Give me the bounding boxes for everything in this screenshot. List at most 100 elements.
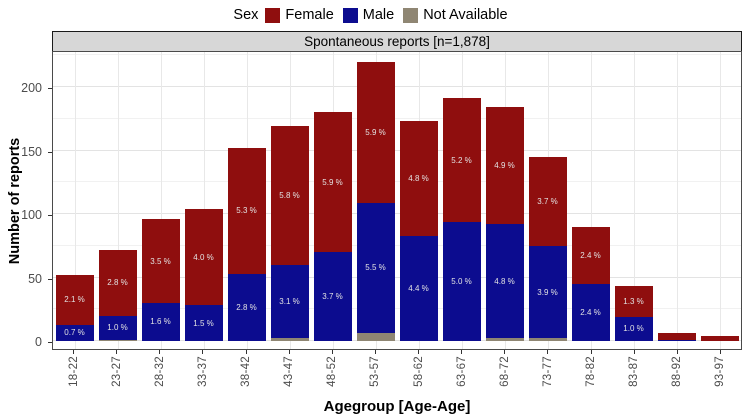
x-tick-mark [245,350,247,354]
x-label-cell: 88-92 [656,356,699,398]
gridline-vertical [203,52,205,349]
bar-88-92 [657,333,696,341]
x-tick-cell [570,350,613,354]
x-axis-title: Agegroup [Age-Age] [323,398,471,415]
x-tick-label-33-37: 33-37 [196,356,209,387]
bar-segment-female: 1.3 % [614,286,653,317]
plot-panel: 2.1 % 0.7 % 2.8 % 1.0 % 3.5 % 1.6 % 4.0 % 1.5 %… [52,51,742,350]
x-tick-cell [225,350,268,354]
bar-segment-male: 3.1 % [270,264,309,339]
facet-strip-title: Spontaneous reports [n=1,878] [52,31,742,52]
bar-23-27: 2.8 % 1.0 % [98,249,137,341]
bar-percent-label: 5.0 % [451,276,472,286]
bar-percent-label: 4.0 % [193,252,214,262]
bar-percent-label: 2.1 % [64,295,85,305]
x-tick-mark [547,350,549,354]
x-tick-mark [676,350,678,354]
bar-slot: 5.9 % 5.5 % [354,61,397,341]
bar-percent-label: 1.0 % [107,323,128,333]
bar-segment-male [657,339,696,341]
x-label-cell: 48-52 [311,356,354,398]
bar-segment-female [657,333,696,340]
gridline-vertical [633,52,635,349]
gridline-minor [53,117,741,119]
x-tick-label-18-22: 18-22 [67,356,80,387]
bar-segment-female: 5.9 % [356,61,395,203]
x-tick-label-48-52: 48-52 [326,356,339,387]
bar-percent-label: 5.5 % [365,263,386,273]
bar-segment-male: 3.9 % [528,245,567,339]
x-tick-label-28-32: 28-32 [153,356,166,387]
bar-78-82: 2.4 % 2.4 % [571,226,610,341]
x-tick-cell [526,350,569,354]
bar-segment-female: 4.0 % [184,208,223,306]
y-tick-label: 150 [21,144,42,159]
bar-slot: 3.5 % 1.6 % [139,219,182,341]
bar-percent-label: 4.9 % [494,161,515,171]
x-tick-mark [159,350,161,354]
bar-slot: 4.8 % 4.4 % [397,121,440,341]
legend-title: Sex [233,7,259,23]
x-label-cell: 93-97 [699,356,742,398]
bar-segment-female: 5.3 % [227,147,266,274]
x-label-cell: 43-47 [268,356,311,398]
bar-segment-male: 1.5 % [184,305,223,341]
x-tick-cell [138,350,181,354]
bar-slot: 5.9 % 3.7 % [311,112,354,341]
gridline-vertical [160,52,162,349]
x-tick-mark [719,350,721,354]
bar-percent-label: 1.5 % [193,318,214,328]
x-tick-cell [268,350,311,354]
bar-percent-label: 5.2 % [451,155,472,165]
x-label-cell: 58-62 [397,356,440,398]
x-tick-cell [483,350,526,354]
bar-segment-male: 3.7 % [313,252,352,341]
bar-83-87: 1.3 % 1.0 % [614,286,653,341]
bar-68-72: 4.9 % 4.8 % [485,107,524,341]
bar-segment-female: 2.1 % [55,274,94,325]
x-tick-cell [181,350,224,354]
x-tick-mark [374,350,376,354]
y-axis-title: Number of reports [7,137,23,265]
bar-segment-male: 2.4 % [571,283,610,341]
bar-percent-label: 3.9 % [537,287,558,297]
x-tick-label-78-82: 78-82 [585,356,598,387]
x-tick-label-68-72: 68-72 [498,356,511,387]
x-tick-label-83-87: 83-87 [628,356,641,387]
gridline-vertical [590,52,592,349]
gridline-vertical [74,52,76,349]
x-tick-label-43-47: 43-47 [283,356,296,387]
gridline-vertical [719,52,721,349]
bar-segment-female: 3.7 % [528,156,567,246]
bar-segment-female: 5.8 % [270,126,309,265]
bar-63-67: 5.2 % 5.0 % [442,98,481,341]
bar-percent-label: 4.8 % [408,173,429,183]
bar-slot: 1.3 % 1.0 % [612,286,655,341]
x-tick-label-53-57: 53-57 [369,356,382,387]
legend-label-male: Male [362,7,395,23]
legend: Sex Female Male Not Available [0,3,750,27]
bar-segment-male: 5.5 % [356,202,395,334]
x-label-cell: 18-22 [52,356,95,398]
x-label-cell: 68-72 [483,356,526,398]
bar-percent-label: 5.9 % [365,127,386,137]
x-tick-mark [116,350,118,354]
bar-percent-label: 1.3 % [623,297,644,307]
bar-58-62: 4.8 % 4.4 % [399,121,438,341]
bar-percent-label: 3.5 % [150,256,171,266]
bar-segment-female: 3.5 % [141,219,180,303]
y-tick-label: 0 [35,335,42,349]
x-tick-cell [354,350,397,354]
gridline-major [53,213,741,214]
bar-segment-male: 1.0 % [614,316,653,341]
gridline-major [53,149,741,151]
x-tick-cell [440,350,483,354]
x-label-cell: 73-77 [526,356,569,398]
y-axis: 0 50 100 150 200 [0,51,52,350]
x-tick-label-73-77: 73-77 [541,356,554,387]
bar-segment-male: 2.8 % [227,273,266,341]
x-axis-labels: 18-22 23-27 28-32 33-37 38-42 43-47 48-52 53-57… [52,356,742,398]
gridline-minor [53,244,741,246]
x-tick-mark [504,350,506,354]
gridline-vertical [676,52,678,349]
